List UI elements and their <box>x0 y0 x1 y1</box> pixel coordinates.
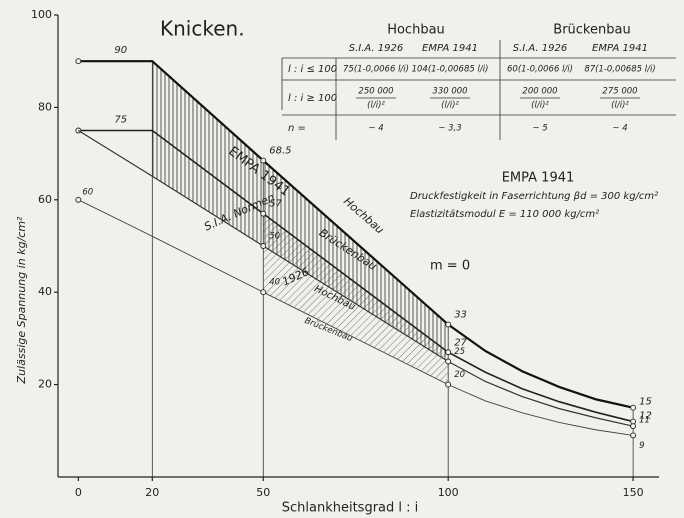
point-marker <box>75 196 82 203</box>
point-marker <box>630 404 637 411</box>
y-tick-label: 80 <box>38 100 52 113</box>
y-tick-label: 100 <box>31 8 52 21</box>
value-label: 33 <box>454 310 467 321</box>
point-marker <box>630 423 637 430</box>
table-cell-denominator: (l/i)² <box>441 101 459 111</box>
y-axis-label: Zulässige Spannung in kg/cm² <box>15 216 28 384</box>
table-row-label: l : i ≥ 100 <box>288 93 337 104</box>
x-tick-label: 0 <box>75 486 82 499</box>
note-title: EMPA 1941 <box>502 171 575 186</box>
line-label: Hochbau <box>341 195 386 237</box>
hatch-zone <box>152 61 449 362</box>
chart-title: Knicken. <box>160 17 245 41</box>
table-row-label: n = <box>288 123 306 134</box>
note-line: Elastizitätsmodul E = 110 000 kg/cm² <box>410 209 599 220</box>
point-marker <box>445 381 452 388</box>
y-tick-label: 40 <box>38 285 52 298</box>
table-cell: 60(1-0,0066 l/i) <box>507 65 573 75</box>
value-label: 12 <box>639 411 652 422</box>
table-cell-denominator: (l/i)² <box>611 101 629 111</box>
x-tick-label: 150 <box>623 486 644 499</box>
value-label: 60 <box>82 187 93 197</box>
annotation: m = 0 <box>430 259 470 274</box>
value-label: 27 <box>454 337 467 348</box>
y-tick-label: 20 <box>38 378 52 391</box>
table-cell-numerator: 330 000 <box>432 87 467 97</box>
series-line <box>78 129 634 423</box>
table-cell: 104(1-0,00685 l/i) <box>412 65 489 75</box>
point-marker <box>630 432 637 439</box>
table-column-header: S.I.A. 1926 <box>513 43 568 54</box>
point-marker <box>260 243 267 249</box>
point-marker <box>445 321 452 328</box>
table-cell: 87(1-0,00685 l/i) <box>584 65 655 75</box>
table-column-header: EMPA 1941 <box>592 43 648 54</box>
x-tick-label: 50 <box>256 486 270 499</box>
table-cell: ~ 5 <box>532 124 547 134</box>
series-line <box>78 199 634 436</box>
series-line <box>78 60 634 409</box>
y-tick-label: 60 <box>38 193 52 206</box>
table-cell-denominator: (l/i)² <box>531 101 549 111</box>
value-label: 25 <box>454 347 465 357</box>
value-label: 75 <box>114 115 127 126</box>
point-marker <box>260 289 267 296</box>
value-label: 50 <box>269 232 280 242</box>
value-label: 9 <box>639 441 644 451</box>
point-marker <box>260 210 267 217</box>
hatch-zone <box>263 213 449 385</box>
table-cell-numerator: 250 000 <box>358 87 393 97</box>
value-label: 40 <box>269 278 280 288</box>
value-label: 90 <box>114 45 127 56</box>
table-cell: ~ 4 <box>368 124 383 134</box>
table-cell-denominator: (l/i)² <box>367 101 385 111</box>
table-cell: ~ 3,3 <box>438 124 461 134</box>
x-axis-label: Schlankheitsgrad l : i <box>282 501 419 516</box>
table-cell-numerator: 275 000 <box>602 87 637 97</box>
table-column-header: S.I.A. 1926 <box>349 43 404 54</box>
plot-area: 20 40 60 80 100 0 20 50 100 150 90 68.5 33 15 75 57 27 12… <box>31 8 659 499</box>
table-group-header: Hochbau <box>387 23 445 38</box>
point-marker <box>75 58 82 65</box>
note-line: Druckfestigkeit in Faserrichtung βd = 30… <box>410 191 658 202</box>
point-marker <box>260 157 267 164</box>
table-cell-numerator: 200 000 <box>522 87 557 97</box>
table-cell: ~ 4 <box>612 124 627 134</box>
value-label: 20 <box>454 370 465 380</box>
point-marker <box>445 358 452 365</box>
x-tick-label: 100 <box>438 486 459 499</box>
value-label: 68.5 <box>269 146 291 157</box>
material-note: EMPA 1941 Druckfestigkeit in Faserrichtu… <box>410 171 658 221</box>
x-tick-label: 20 <box>145 486 159 499</box>
formula-table: Hochbau Brückenbau S.I.A. 1926 EMPA 1941 S… <box>281 23 676 140</box>
table-group-header: Brückenbau <box>553 23 630 38</box>
table-column-header: EMPA 1941 <box>422 43 478 54</box>
value-label: 57 <box>269 199 282 210</box>
series-line <box>78 129 634 427</box>
point-marker <box>445 349 452 356</box>
value-label: 11 <box>639 416 650 426</box>
table-row-label: l : i ≤ 100 <box>288 64 337 75</box>
table-cell: 75(1-0,0066 l/i) <box>343 65 409 75</box>
value-label: 15 <box>639 397 652 408</box>
